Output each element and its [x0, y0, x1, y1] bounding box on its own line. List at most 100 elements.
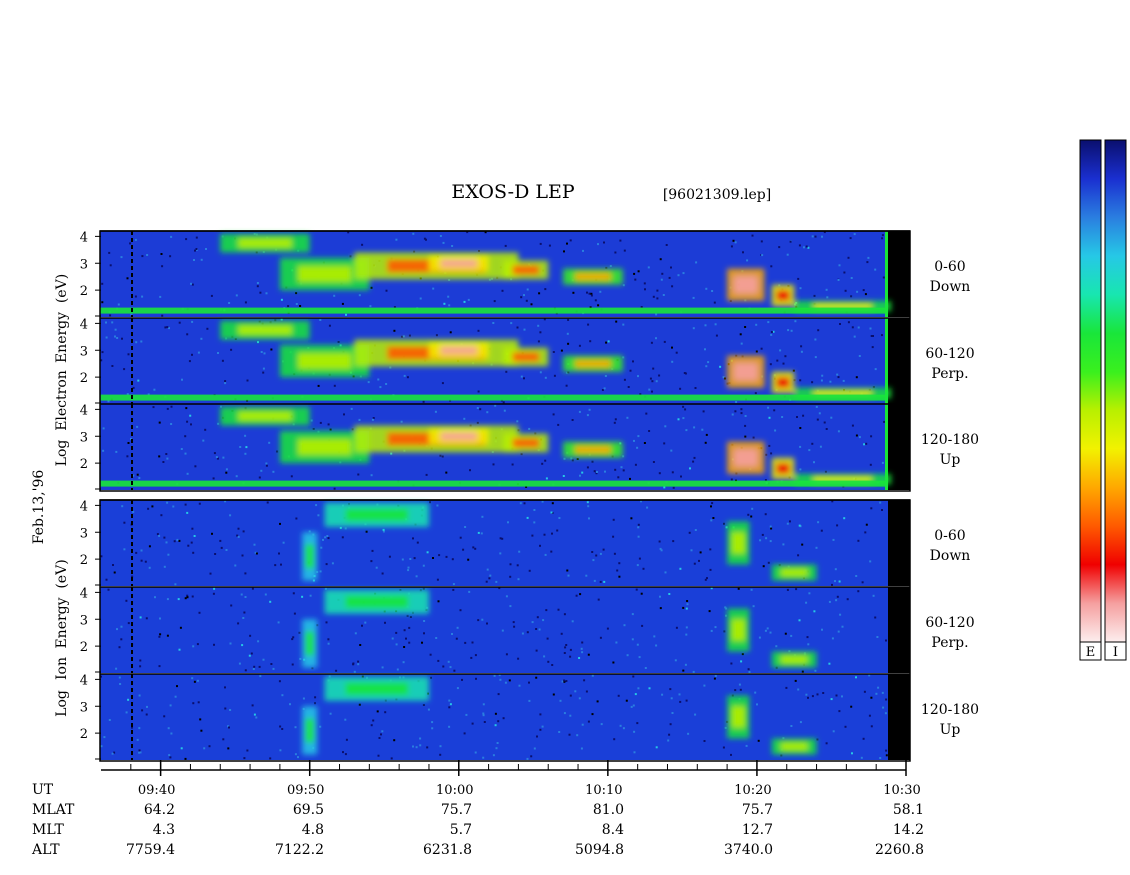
flux-core [440, 346, 477, 355]
ephemeris-row-label: MLT [32, 822, 64, 838]
noise-pixel [159, 295, 162, 298]
noise-pixel [851, 326, 854, 329]
noise-pixel [139, 665, 142, 668]
noise-pixel [372, 417, 375, 419]
noise-pixel [634, 693, 637, 696]
noise-pixel [516, 326, 519, 329]
noise-pixel [868, 674, 871, 677]
noise-pixel [132, 386, 135, 389]
noise-pixel [503, 409, 506, 412]
noise-pixel [190, 541, 193, 544]
noise-pixel [138, 477, 141, 479]
noise-pixel [161, 314, 164, 317]
noise-pixel [269, 757, 272, 760]
noise-pixel [660, 549, 663, 552]
noise-pixel [551, 532, 553, 535]
noise-pixel [141, 709, 144, 712]
noise-pixel [590, 292, 593, 295]
noise-pixel [116, 337, 119, 339]
noise-pixel [337, 341, 340, 343]
ephemeris-value: 5094.8 [575, 842, 624, 858]
noise-pixel [190, 282, 192, 285]
noise-pixel [712, 517, 715, 519]
noise-pixel [327, 423, 330, 426]
panel-background [100, 674, 888, 760]
noise-pixel [167, 727, 170, 730]
noise-pixel [637, 535, 640, 538]
noise-pixel [668, 733, 671, 736]
noise-pixel [390, 452, 393, 455]
noise-pixel [225, 471, 228, 474]
noise-pixel [825, 288, 828, 291]
noise-pixel [229, 709, 232, 711]
noise-pixel [569, 655, 572, 658]
noise-pixel [575, 594, 578, 597]
noise-pixel [766, 627, 769, 630]
noise-pixel [192, 551, 195, 554]
noise-pixel [483, 721, 486, 723]
y-tick-label: 3 [80, 430, 88, 445]
noise-pixel [357, 473, 360, 476]
pitch-angle-label: 0-60 [934, 528, 965, 544]
noise-pixel [858, 355, 861, 357]
noise-pixel [185, 407, 188, 410]
noise-pixel [808, 449, 811, 452]
noise-pixel [714, 323, 717, 326]
noise-pixel [546, 637, 549, 640]
noise-pixel [637, 523, 640, 526]
noise-pixel [646, 506, 649, 509]
noise-pixel [477, 329, 480, 332]
noise-pixel [586, 501, 589, 504]
noise-pixel [103, 736, 106, 739]
pitch-angle-label: 60-120 [925, 346, 974, 362]
noise-pixel [797, 688, 800, 691]
y-axis-label: Energy [54, 312, 70, 363]
noise-pixel [369, 305, 372, 308]
noise-pixel [798, 524, 801, 527]
noise-pixel [550, 550, 553, 553]
noise-pixel [370, 474, 373, 477]
noise-pixel [752, 605, 755, 608]
noise-pixel [146, 254, 149, 256]
noise-pixel [690, 549, 693, 552]
noise-pixel [498, 587, 501, 590]
noise-pixel [758, 636, 761, 639]
noise-pixel [830, 698, 833, 701]
noise-pixel [492, 754, 495, 757]
noise-pixel [528, 569, 531, 572]
noise-pixel [512, 621, 515, 624]
noise-pixel [401, 558, 404, 561]
noise-pixel [244, 572, 247, 575]
noise-pixel [187, 544, 190, 547]
ephemeris-value: 4.8 [302, 822, 324, 838]
noise-pixel [263, 352, 266, 355]
noise-pixel [612, 518, 615, 521]
noise-pixel [241, 554, 244, 557]
noise-pixel [385, 289, 388, 292]
noise-pixel [477, 531, 480, 534]
noise-pixel [351, 428, 354, 431]
noise-pixel [118, 646, 121, 649]
noise-pixel [493, 674, 496, 677]
noise-pixel [222, 738, 225, 741]
noise-pixel [622, 323, 625, 326]
noise-pixel [105, 321, 107, 324]
noise-pixel [126, 277, 129, 280]
noise-pixel [587, 720, 590, 723]
noise-pixel [814, 669, 817, 672]
noise-pixel [114, 328, 117, 331]
noise-pixel [478, 250, 480, 252]
noise-pixel [581, 651, 584, 654]
noise-pixel [197, 701, 200, 704]
noise-pixel [760, 347, 763, 350]
flux-features [220, 406, 892, 485]
noise-pixel [684, 408, 687, 411]
noise-pixel [567, 371, 570, 374]
noise-pixel [607, 340, 610, 343]
noise-pixel [730, 753, 732, 756]
y-axis-label: Electron [54, 370, 70, 431]
flux-core [297, 352, 352, 370]
noise-pixel [419, 737, 422, 740]
noise-pixel [558, 517, 561, 519]
noise-pixel [153, 388, 156, 391]
